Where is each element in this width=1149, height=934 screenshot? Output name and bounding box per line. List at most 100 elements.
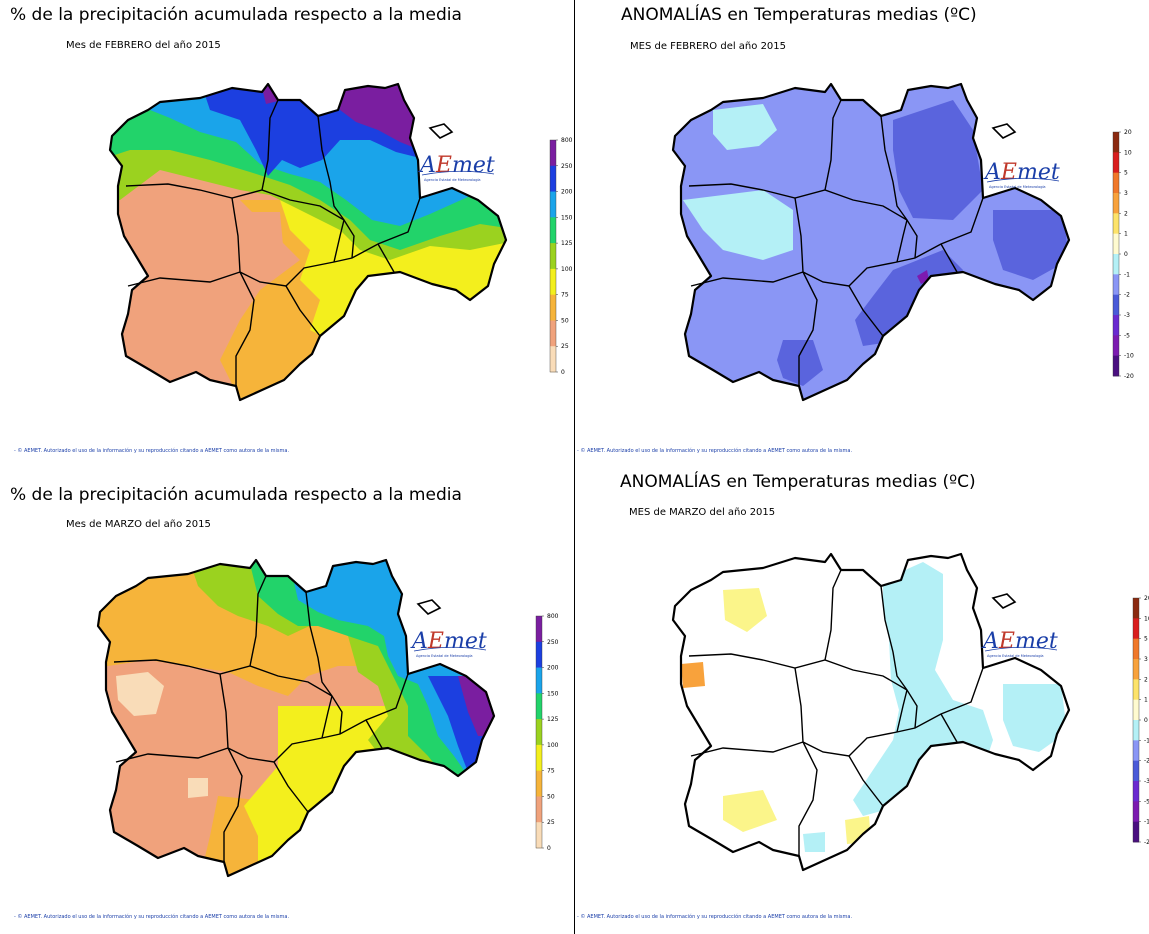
map-group: [671, 552, 1071, 872]
province-border: [231, 197, 421, 287]
province-border: [896, 219, 908, 263]
legend-swatch: [550, 320, 556, 347]
map-zone-purple: [458, 676, 494, 736]
map-zone-salmon: [244, 212, 284, 272]
legend-swatch: [1113, 152, 1119, 174]
legend-swatch: [1133, 801, 1139, 823]
legend-swatch: [536, 770, 542, 797]
map-zone-anom-dark: [893, 100, 983, 220]
legend-label: 100: [561, 266, 573, 273]
map-wrapper: [671, 82, 1071, 402]
legend-swatch: [1133, 821, 1139, 843]
province-border: [223, 747, 243, 862]
legend-label: 125: [547, 716, 559, 723]
aemet-logo-wordmark: AEmet: [418, 153, 495, 178]
enclave-outline: [416, 599, 442, 615]
panel-precip-february: % de la precipitación acumulada respecto…: [0, 0, 574, 466]
map-zone-cream: [188, 778, 208, 798]
province-border: [880, 115, 908, 221]
legend-label: 150: [561, 214, 573, 221]
province-border: [824, 99, 842, 191]
province-border: [688, 183, 918, 259]
map-group: [96, 558, 496, 878]
legend-swatch: [550, 191, 556, 218]
legend-swatch: [1133, 720, 1139, 741]
legend-label: -2: [1144, 758, 1149, 765]
legend-swatch: [1113, 335, 1119, 357]
region-map: [96, 558, 496, 878]
legend-swatch: [550, 243, 556, 270]
legend-label: 50: [547, 793, 555, 800]
legend-label: 20: [1144, 595, 1149, 602]
panel-title: ANOMALÍAS en Temperaturas medias (ºC): [621, 5, 977, 25]
region-map: [671, 82, 1071, 402]
legend-label: 3: [1124, 190, 1128, 197]
legend-swatch: [1113, 233, 1119, 255]
aemet-logo-wordmark: AEmet: [981, 629, 1058, 654]
region-outline: [108, 82, 508, 402]
legend-swatch: [1133, 598, 1139, 619]
map-zone-anom-light: [803, 832, 825, 852]
legend-label: 100: [547, 742, 559, 749]
province-border: [940, 713, 958, 743]
aemet-logo-wordmark: AEmet: [410, 629, 487, 654]
province-border: [365, 719, 383, 749]
legend-label: 1: [1144, 697, 1148, 704]
region-map: [671, 552, 1071, 872]
province-border: [824, 569, 842, 661]
map-wrapper: [671, 552, 1071, 872]
legend-label: 10: [1124, 149, 1132, 156]
province-border: [690, 271, 804, 287]
legend-label: -1: [1124, 271, 1130, 278]
legend-label: -20: [1124, 373, 1134, 380]
legend-label: 5: [1144, 636, 1148, 643]
map-zone-anom-yellow: [723, 588, 767, 632]
legend-label: -5: [1124, 332, 1130, 339]
copyright-footer: - © AEMET. Autorizado el uso de la infor…: [14, 448, 290, 454]
province-border: [848, 285, 884, 337]
legend-label: 10: [1144, 615, 1149, 622]
map-zone-purple: [336, 84, 420, 150]
legend-label: 75: [547, 768, 555, 775]
province-border: [798, 741, 818, 856]
legend-label: 75: [561, 292, 569, 299]
legend-label: 0: [547, 845, 551, 852]
legend-label: 150: [547, 690, 559, 697]
legend-swatch: [536, 616, 542, 643]
copyright-footer: - © AEMET. Autorizado el uso de la infor…: [577, 448, 853, 454]
province-border: [249, 575, 267, 667]
legend-swatch: [1133, 659, 1139, 680]
panel-temp-anomaly-march: ANOMALÍAS en Temperaturas medias (ºC) ME…: [575, 466, 1149, 934]
enclave-outline: [428, 123, 454, 139]
province-border: [798, 271, 818, 386]
legend-label: 20: [1124, 129, 1132, 136]
legend-frame: [549, 139, 557, 373]
map-wrapper: [96, 558, 496, 878]
legend-swatch: [1113, 274, 1119, 296]
province-border: [690, 741, 804, 757]
legend-label: 0: [1144, 717, 1148, 724]
legend-swatch: [1113, 315, 1119, 336]
legend-label: 200: [561, 189, 573, 196]
legend-swatch: [536, 822, 542, 849]
enclave-outline: [991, 123, 1017, 139]
province-border: [317, 115, 345, 221]
legend-swatch: [550, 268, 556, 296]
panel-subtitle: MES de MARZO del año 2015: [629, 507, 776, 518]
panel-precip-march: % de la precipitación acumulada respecto…: [0, 466, 574, 934]
legend-label: -20: [1144, 839, 1149, 846]
legend-label: 800: [547, 613, 559, 620]
province-border: [794, 197, 984, 287]
province-border: [794, 667, 984, 757]
legend-swatch: [1133, 679, 1139, 701]
logo-swoosh: [984, 646, 1058, 652]
legend-swatch: [536, 796, 542, 823]
logo-swoosh: [413, 646, 487, 652]
map-zone-anom-light: [683, 190, 793, 260]
legend-swatch: [536, 693, 542, 720]
copyright-footer: - © AEMET. Autorizado el uso de la infor…: [577, 914, 853, 920]
province-border: [235, 271, 255, 386]
